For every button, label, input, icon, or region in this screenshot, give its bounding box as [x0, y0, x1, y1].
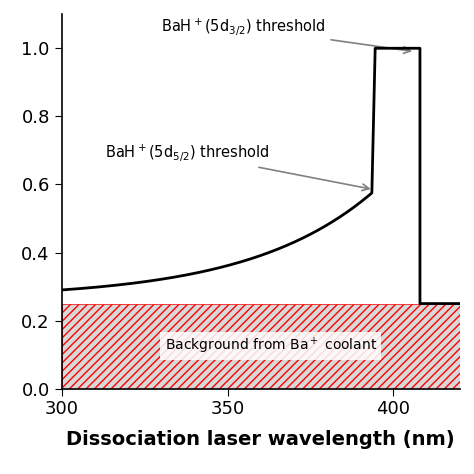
- Text: Background from Ba$^+$ coolant: Background from Ba$^+$ coolant: [164, 336, 377, 356]
- Text: BaH$^+$(5d$_{3/2}$) threshold: BaH$^+$(5d$_{3/2}$) threshold: [161, 17, 410, 54]
- Text: BaH$^+$(5d$_{5/2}$) threshold: BaH$^+$(5d$_{5/2}$) threshold: [105, 143, 369, 191]
- X-axis label: Dissociation laser wavelength (nm): Dissociation laser wavelength (nm): [66, 429, 455, 448]
